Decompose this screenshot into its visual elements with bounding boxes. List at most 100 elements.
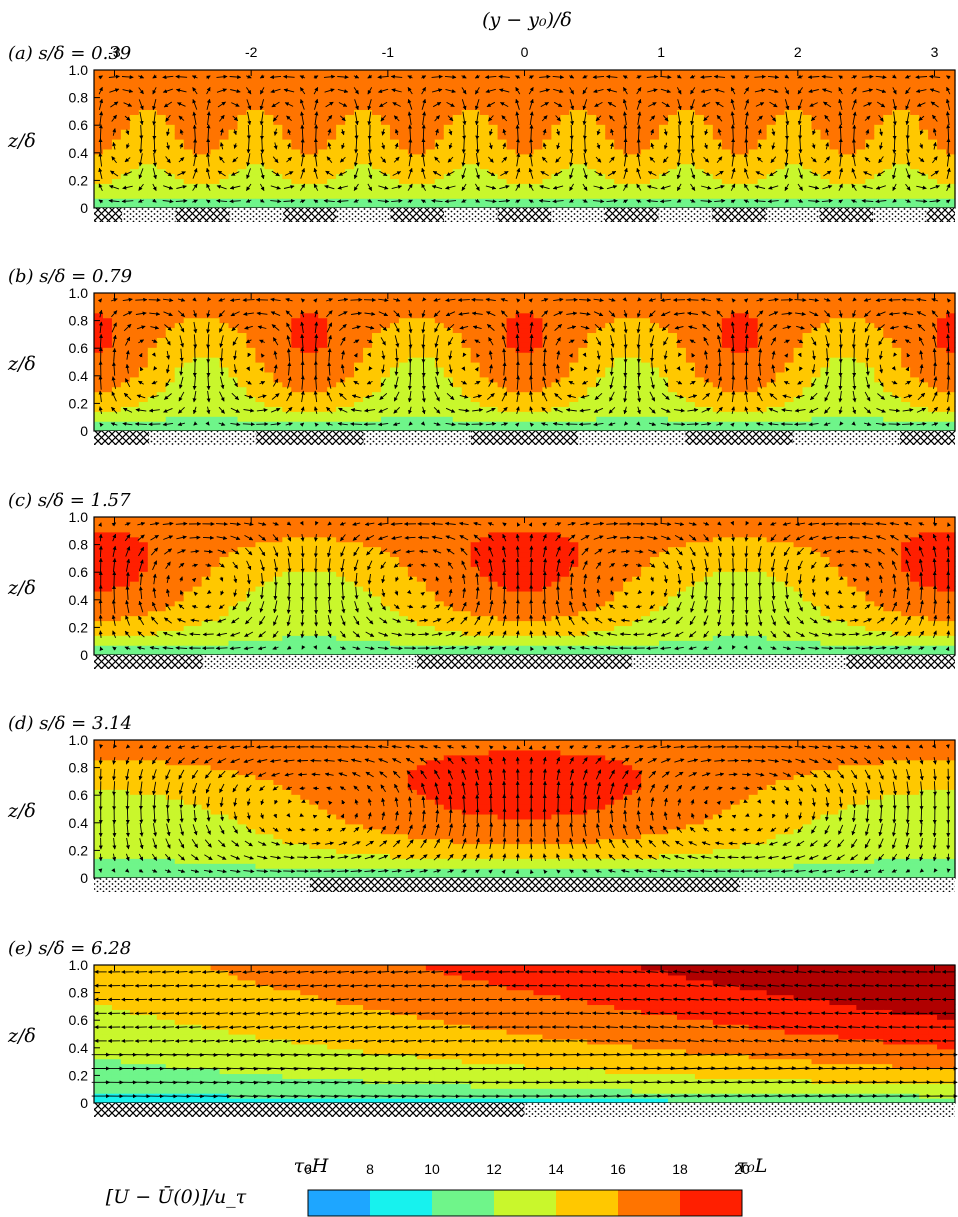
vector-arrow	[528, 152, 533, 167]
vector-arrow	[178, 157, 185, 163]
vector-arrow	[596, 129, 601, 136]
vector-arrow	[498, 198, 511, 203]
vector-arrow	[623, 138, 628, 154]
vector-arrow	[515, 75, 521, 80]
y-tick-label: 0.6	[69, 787, 89, 803]
y-tick-label: 0.8	[69, 313, 89, 329]
vector-arrow	[338, 102, 348, 107]
vector-arrow	[582, 87, 588, 95]
vector-arrow	[447, 115, 454, 122]
vector-arrow	[161, 1025, 175, 1030]
vector-arrow	[592, 969, 605, 974]
vector-arrow	[378, 185, 389, 190]
y-tick-label: 1.0	[69, 509, 89, 525]
vector-arrow	[314, 800, 320, 805]
vector-arrow	[166, 128, 170, 136]
vector-arrow	[408, 152, 413, 167]
vector-arrow	[231, 102, 240, 107]
vector-arrow	[162, 199, 174, 204]
vector-arrow	[488, 115, 494, 122]
vector-arrow	[515, 183, 521, 191]
vector-arrow	[528, 86, 534, 95]
vector-arrow	[607, 170, 617, 177]
colorbar-swatch	[494, 1190, 557, 1216]
colorbar-tick-label: 18	[672, 1161, 688, 1177]
colorbar-swatch	[308, 1190, 371, 1216]
vector-arrow	[474, 198, 480, 203]
vector-arrow	[269, 744, 282, 750]
vector-arrow	[229, 199, 241, 204]
vector-arrow	[461, 138, 466, 154]
vector-arrow	[623, 86, 628, 95]
vector-arrow	[686, 421, 699, 427]
vector-arrow	[592, 1038, 605, 1043]
vector-arrow	[444, 997, 457, 1002]
y-tick-label: 0.2	[69, 395, 89, 411]
vector-arrow	[353, 198, 359, 203]
vector-arrow	[110, 170, 119, 177]
vector-arrow	[125, 129, 130, 135]
vector-arrow	[515, 756, 520, 765]
y-axis-label: z/δ	[7, 1025, 36, 1047]
vector-arrow	[259, 124, 264, 140]
vector-arrow	[515, 869, 520, 874]
x-tick-label: 2	[794, 44, 802, 60]
vector-arrow	[323, 74, 336, 79]
vector-arrow	[528, 199, 534, 204]
vector-arrow	[138, 87, 144, 95]
vector-arrow	[767, 744, 780, 750]
vector-arrow	[538, 198, 551, 203]
x-axis-label: (y − y₀)/δ	[482, 9, 572, 31]
vector-arrow	[215, 646, 228, 651]
vector-arrow	[139, 124, 144, 140]
y-tick-label: 1.0	[69, 285, 89, 301]
vector-arrow	[431, 184, 443, 190]
vector-arrow	[219, 128, 224, 136]
vector-arrow	[259, 99, 265, 111]
y-axis-label: z/δ	[7, 130, 36, 152]
surface-dotted	[202, 655, 418, 669]
vector-arrow	[174, 969, 188, 975]
vector-arrow	[677, 124, 682, 140]
vector-arrow	[421, 75, 427, 80]
vector-arrow	[646, 74, 659, 79]
vector-arrow	[874, 997, 888, 1002]
vector-arrow	[286, 115, 292, 122]
vector-arrow	[430, 997, 444, 1002]
vector-arrow	[488, 793, 493, 810]
vector-arrow	[326, 156, 333, 163]
surface-strip	[94, 208, 955, 222]
vector-arrow	[475, 183, 480, 192]
vector-arrow	[126, 143, 130, 149]
vector-arrow	[488, 156, 494, 163]
vector-arrow	[475, 168, 480, 180]
vector-arrow	[273, 128, 278, 136]
vector-arrow	[932, 571, 937, 587]
vector-arrow	[555, 807, 561, 824]
vector-arrow	[553, 101, 563, 108]
vector-arrow	[619, 632, 631, 637]
vector-arrow	[945, 744, 950, 749]
vector-arrow	[407, 199, 413, 204]
vector-arrow	[552, 75, 565, 80]
surface-dotted	[873, 208, 927, 222]
vector-arrow	[677, 138, 682, 154]
vector-arrow	[230, 89, 241, 94]
x-tick-label: 0	[521, 44, 529, 60]
vector-arrow	[700, 744, 713, 749]
colorbar-swatch	[432, 1190, 495, 1216]
vector-arrow	[312, 814, 318, 819]
surface-hatched	[846, 655, 955, 669]
vector-arrow	[324, 184, 335, 190]
vector-arrow	[435, 142, 440, 150]
vector-arrow	[407, 111, 412, 125]
vector-arrow	[175, 198, 188, 203]
vector-arrow	[230, 171, 240, 176]
vector-arrow	[191, 75, 198, 80]
surface-dotted	[578, 431, 686, 445]
vector-arrow	[686, 297, 699, 302]
vector-arrow	[919, 794, 924, 811]
vector-arrow	[284, 102, 294, 107]
vector-arrow	[502, 584, 507, 601]
surface-dotted	[551, 208, 605, 222]
